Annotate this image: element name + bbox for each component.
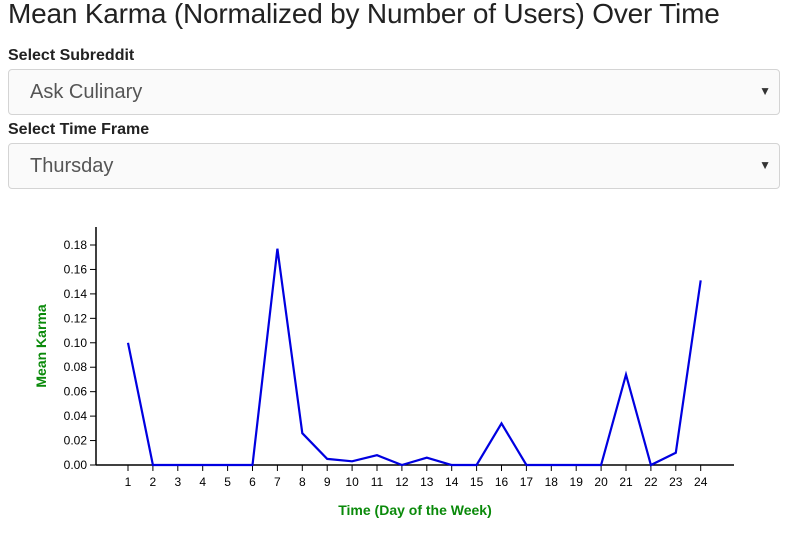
x-tick-label: 13 [420, 475, 434, 489]
y-tick-label: 0.14 [64, 287, 88, 301]
x-tick-label: 4 [199, 475, 206, 489]
x-tick-label: 14 [445, 475, 459, 489]
y-tick-label: 0.06 [64, 385, 88, 399]
subreddit-select[interactable]: Ask Culinary ▼ [8, 69, 780, 115]
x-tick-label: 24 [694, 475, 708, 489]
x-tick-label: 19 [570, 475, 584, 489]
y-tick-label: 0.02 [64, 434, 88, 448]
y-tick-label: 0.16 [64, 262, 88, 276]
x-tick-label: 15 [470, 475, 484, 489]
x-tick-label: 21 [619, 475, 633, 489]
x-tick-label: 8 [299, 475, 306, 489]
x-tick-label: 7 [274, 475, 281, 489]
subreddit-select-value: Ask Culinary [30, 81, 143, 103]
timeframe-select-value: Thursday [30, 155, 114, 177]
y-tick-label: 0.04 [64, 409, 88, 423]
x-tick-label: 18 [545, 475, 559, 489]
x-tick-label: 10 [345, 475, 359, 489]
y-tick-label: 0.12 [64, 311, 88, 325]
page-title: Mean Karma (Normalized by Number of User… [8, 0, 720, 29]
x-tick-label: 1 [125, 475, 132, 489]
x-tick-label: 16 [495, 475, 509, 489]
timeframe-label: Select Time Frame [8, 121, 150, 138]
line-chart: 0.00 0.02 0.04 0.06 0.08 0.10 0.12 0.14 0.16 0.18… [33, 227, 734, 518]
x-tick-label: 9 [324, 475, 331, 489]
y-tick-label: 0.00 [64, 458, 88, 472]
x-axis-title: Time (Day of the Week) [338, 502, 492, 518]
subreddit-label: Select Subreddit [8, 47, 135, 64]
y-tick-label: 0.18 [64, 238, 88, 252]
x-tick-label: 5 [224, 475, 231, 489]
x-tick-label: 11 [371, 475, 384, 489]
x-tick-label: 3 [174, 475, 181, 489]
timeframe-select[interactable]: Thursday ▼ [8, 143, 780, 189]
x-tick-label: 6 [249, 475, 256, 489]
y-tick-label: 0.08 [64, 360, 88, 374]
chevron-down-icon: ▼ [759, 84, 771, 98]
x-tick-label: 23 [669, 475, 683, 489]
chevron-down-icon: ▼ [759, 158, 771, 172]
x-tick-label: 20 [594, 475, 608, 489]
y-tick-label: 0.10 [64, 336, 88, 350]
y-axis-title: Mean Karma [33, 304, 49, 387]
x-tick-label: 22 [644, 475, 658, 489]
x-tick-label: 17 [520, 475, 534, 489]
x-tick-label: 2 [150, 475, 157, 489]
series-line [126, 248, 702, 467]
x-tick-label: 12 [395, 475, 409, 489]
